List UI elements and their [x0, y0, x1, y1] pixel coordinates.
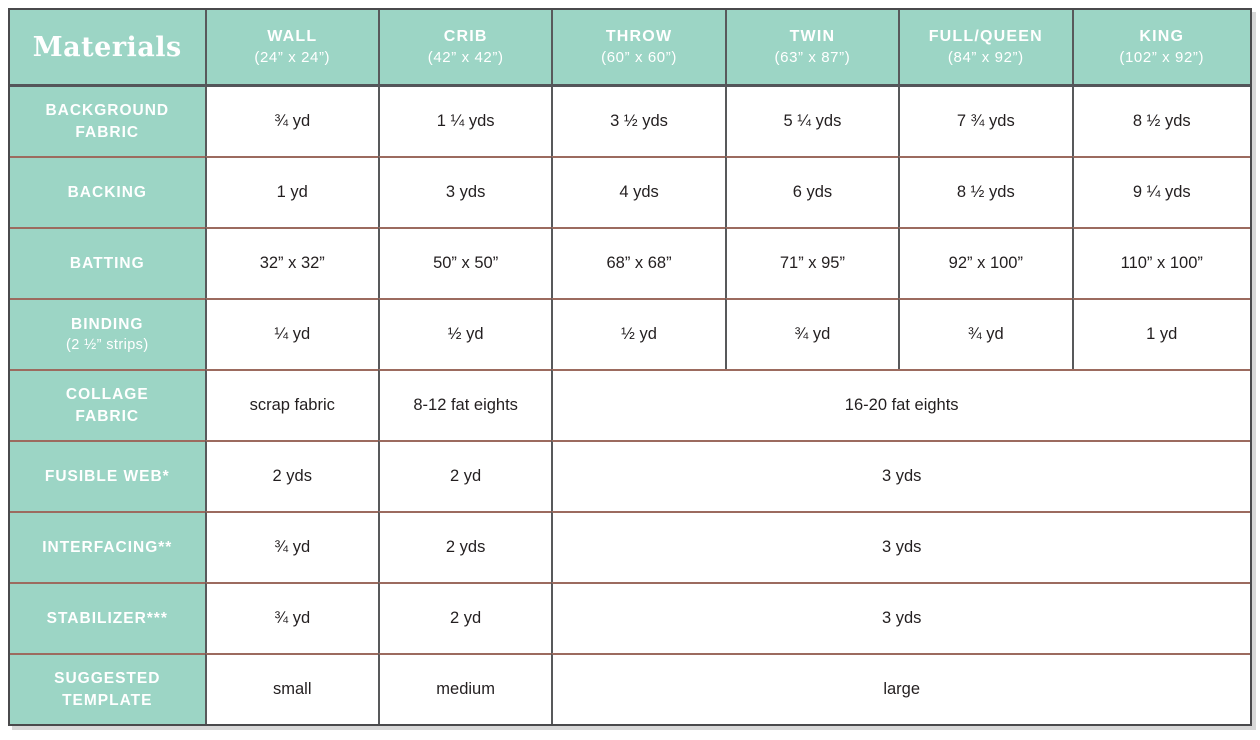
- row-label: COLLAGE FABRIC: [65, 385, 149, 425]
- cell-interfacing-throw-to-king: 3 yds: [551, 511, 1250, 582]
- cell-background-fabric-full-queen: 7 ¾ yds: [898, 84, 1072, 156]
- table-row-stabilizer: STABILIZER*** ¾ yd 2 yd 3 yds: [10, 582, 1250, 653]
- row-header-fusible-web: FUSIBLE WEB*: [10, 440, 205, 511]
- row-header-suggested-template: SUGGESTED TEMPLATE: [10, 653, 205, 724]
- column-size: (60” x 60”): [601, 49, 677, 67]
- cell-stabilizer-wall: ¾ yd: [204, 582, 378, 653]
- column-name: CRIB: [443, 28, 488, 46]
- row-sublabel: (2 ½” strips): [66, 336, 149, 353]
- cell-backing-wall: 1 yd: [204, 156, 378, 227]
- column-name: KING: [1139, 28, 1185, 46]
- cell-binding-full-queen: ¾ yd: [898, 298, 1072, 369]
- row-label: FUSIBLE WEB*: [44, 467, 170, 485]
- materials-table: Materials WALL (24” x 24”) CRIB (42” x 4…: [8, 8, 1252, 726]
- cell-fusible-web-throw-to-king: 3 yds: [551, 440, 1250, 511]
- row-label: BACKGROUND FABRIC: [45, 101, 170, 141]
- column-size: (102” x 92”): [1119, 49, 1205, 67]
- column-size: (63” x 87”): [774, 49, 851, 67]
- row-header-collage-fabric: COLLAGE FABRIC: [10, 369, 205, 440]
- cell-fusible-web-wall: 2 yds: [204, 440, 378, 511]
- cell-suggested-template-wall: small: [204, 653, 378, 724]
- cell-binding-twin: ¾ yd: [724, 298, 899, 369]
- table-row-binding: BINDING (2 ½” strips) ¼ yd ½ yd ½ yd ¾ y…: [10, 298, 1250, 369]
- table-row-fusible-web: FUSIBLE WEB* 2 yds 2 yd 3 yds: [10, 440, 1250, 511]
- column-header-full-queen: FULL/QUEEN (84” x 92”): [898, 10, 1072, 84]
- cell-backing-twin: 6 yds: [724, 156, 899, 227]
- table-row-suggested-template: SUGGESTED TEMPLATE small medium large: [10, 653, 1250, 724]
- column-header-king: KING (102” x 92”): [1071, 10, 1250, 84]
- cell-suggested-template-crib: medium: [377, 653, 552, 724]
- cell-backing-full-queen: 8 ½ yds: [898, 156, 1072, 227]
- column-size: (84” x 92”): [947, 49, 1024, 67]
- table-title: Materials: [10, 10, 205, 84]
- column-header-throw: THROW (60” x 60”): [551, 10, 725, 84]
- cell-backing-throw: 4 yds: [551, 156, 725, 227]
- row-header-binding: BINDING (2 ½” strips): [10, 298, 205, 369]
- cell-batting-wall: 32” x 32”: [204, 227, 378, 298]
- cell-background-fabric-throw: 3 ½ yds: [551, 84, 725, 156]
- cell-binding-crib: ½ yd: [377, 298, 552, 369]
- row-header-backing: BACKING: [10, 156, 205, 227]
- row-label: BATTING: [69, 254, 145, 272]
- cell-batting-throw: 68” x 68”: [551, 227, 725, 298]
- cell-interfacing-wall: ¾ yd: [204, 511, 378, 582]
- materials-table-container: Materials WALL (24” x 24”) CRIB (42” x 4…: [8, 8, 1252, 726]
- cell-binding-king: 1 yd: [1071, 298, 1250, 369]
- row-label: BINDING: [71, 316, 144, 334]
- column-name: FULL/QUEEN: [928, 28, 1043, 46]
- column-header-crib: CRIB (42” x 42”): [377, 10, 552, 84]
- cell-fusible-web-crib: 2 yd: [377, 440, 552, 511]
- column-name: THROW: [605, 28, 673, 46]
- cell-collage-fabric-crib: 8-12 fat eights: [377, 369, 552, 440]
- cell-batting-full-queen: 92” x 100”: [898, 227, 1072, 298]
- cell-binding-wall: ¼ yd: [204, 298, 378, 369]
- table-row-background-fabric: BACKGROUND FABRIC ¾ yd 1 ¼ yds 3 ½ yds 5…: [10, 84, 1250, 156]
- cell-batting-twin: 71” x 95”: [724, 227, 899, 298]
- row-label: SUGGESTED TEMPLATE: [54, 669, 161, 709]
- cell-background-fabric-king: 8 ½ yds: [1071, 84, 1250, 156]
- column-size: (42” x 42”): [427, 49, 504, 67]
- column-name: WALL: [267, 28, 318, 46]
- header-row: Materials WALL (24” x 24”) CRIB (42” x 4…: [10, 10, 1250, 84]
- table-row-collage-fabric: COLLAGE FABRIC scrap fabric 8-12 fat eig…: [10, 369, 1250, 440]
- row-label: STABILIZER***: [46, 609, 168, 627]
- column-name: TWIN: [789, 28, 836, 46]
- table-row-batting: BATTING 32” x 32” 50” x 50” 68” x 68” 71…: [10, 227, 1250, 298]
- column-header-twin: TWIN (63” x 87”): [724, 10, 899, 84]
- row-header-interfacing: INTERFACING**: [10, 511, 205, 582]
- column-size: (24” x 24”): [254, 49, 331, 67]
- table-row-interfacing: INTERFACING** ¾ yd 2 yds 3 yds: [10, 511, 1250, 582]
- cell-suggested-template-throw-to-king: large: [551, 653, 1250, 724]
- row-header-background-fabric: BACKGROUND FABRIC: [10, 84, 205, 156]
- cell-binding-throw: ½ yd: [551, 298, 725, 369]
- column-header-wall: WALL (24” x 24”): [204, 10, 378, 84]
- cell-batting-king: 110” x 100”: [1071, 227, 1250, 298]
- row-header-batting: BATTING: [10, 227, 205, 298]
- cell-background-fabric-twin: 5 ¼ yds: [724, 84, 899, 156]
- cell-background-fabric-wall: ¾ yd: [204, 84, 378, 156]
- table-row-backing: BACKING 1 yd 3 yds 4 yds 6 yds 8 ½ yds 9…: [10, 156, 1250, 227]
- row-header-stabilizer: STABILIZER***: [10, 582, 205, 653]
- cell-collage-fabric-wall: scrap fabric: [204, 369, 378, 440]
- cell-collage-fabric-throw-to-king: 16-20 fat eights: [551, 369, 1250, 440]
- cell-stabilizer-crib: 2 yd: [377, 582, 552, 653]
- row-label: BACKING: [67, 183, 147, 201]
- cell-backing-king: 9 ¼ yds: [1071, 156, 1250, 227]
- cell-interfacing-crib: 2 yds: [377, 511, 552, 582]
- cell-backing-crib: 3 yds: [377, 156, 552, 227]
- cell-stabilizer-throw-to-king: 3 yds: [551, 582, 1250, 653]
- row-label: INTERFACING**: [42, 538, 173, 556]
- cell-background-fabric-crib: 1 ¼ yds: [377, 84, 552, 156]
- cell-batting-crib: 50” x 50”: [377, 227, 552, 298]
